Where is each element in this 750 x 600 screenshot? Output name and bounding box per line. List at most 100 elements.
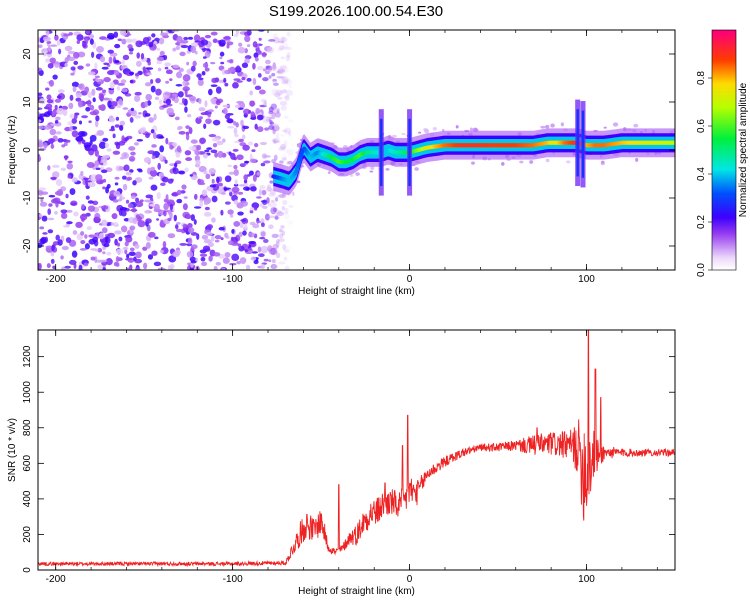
noise-blob (247, 141, 254, 146)
noise-blob (161, 176, 169, 183)
noise-blob (279, 145, 287, 149)
noise-blob (80, 239, 86, 245)
noise-blob (64, 265, 71, 269)
noise-blob (40, 236, 47, 244)
noise-blob (42, 36, 51, 42)
noise-blob (230, 152, 236, 160)
colorbar-label: Normalized spectral amplitude (738, 82, 749, 217)
colorbar-cell (712, 122, 736, 125)
noise-blob (204, 34, 212, 39)
noise-blob (78, 264, 83, 270)
colorbar-cell (712, 38, 736, 41)
noise-blob (84, 177, 88, 185)
noise-blob (249, 90, 253, 96)
noise-blob (91, 88, 96, 96)
noise-blob (252, 62, 256, 70)
noise-blob (47, 229, 54, 234)
noise-blob (279, 233, 284, 239)
noise-blob (278, 146, 286, 151)
colorbar: 0.0 0.2 0.4 0.6 0.8 Normalized spectral ampl… (696, 29, 749, 277)
noise-blob (283, 95, 290, 99)
noise-blob (252, 77, 257, 86)
noise-blob (151, 155, 156, 160)
colorbar-cell (712, 216, 736, 219)
noise-blob (60, 255, 64, 260)
noise-blob (190, 139, 198, 144)
noise-blob (243, 174, 248, 181)
colorbar-cell (712, 42, 736, 45)
colorbar-cell (712, 116, 736, 119)
noise-blob (114, 124, 120, 128)
noise-blob (268, 124, 275, 130)
noise-blob (288, 204, 294, 209)
noise-blob (186, 250, 194, 258)
noise-blob (70, 200, 78, 207)
noise-blob (208, 88, 213, 96)
colorbar-cell (712, 202, 736, 205)
noise-blob (128, 146, 136, 151)
noise-blob (271, 112, 276, 120)
noise-blob (184, 106, 188, 113)
noise-blob (276, 75, 284, 79)
noise-blob (100, 162, 104, 166)
noise-blob (277, 48, 284, 52)
noise-blob (159, 145, 165, 153)
noise-blob (232, 82, 239, 89)
noise-blob (126, 253, 130, 259)
noise-blob (108, 128, 116, 132)
colorbar-cell (712, 48, 736, 51)
noise-blob (210, 61, 216, 65)
noise-blob (150, 166, 156, 172)
noise-blob (243, 108, 251, 115)
noise-blob (107, 49, 114, 54)
noise-blob (47, 62, 54, 69)
noise-blob (101, 219, 108, 226)
noise-blob (209, 184, 216, 188)
colorbar-cell (712, 196, 736, 199)
noise-blob (285, 78, 292, 86)
noise-blob (221, 267, 226, 270)
noise-blob (165, 98, 172, 105)
snr-x-axis-label: Height of straight line (km) (298, 586, 415, 597)
noise-blob (235, 30, 240, 35)
noise-blob (227, 209, 234, 215)
noise-blob (174, 162, 178, 168)
colorbar-cell (712, 86, 736, 89)
noise-blob (264, 59, 271, 65)
colorbar-cell (712, 140, 736, 143)
noise-blob (180, 39, 189, 44)
noise-blob (102, 246, 106, 250)
noise-blob (151, 144, 157, 148)
noise-blob (256, 126, 264, 133)
noise-blob (114, 230, 122, 235)
noise-blob (237, 46, 246, 54)
noise-blob (60, 209, 68, 214)
noise-blob (283, 115, 289, 119)
noise-blob (266, 186, 272, 192)
noise-blob (240, 200, 248, 207)
ridge-speckle (501, 161, 505, 166)
noise-blob (262, 68, 267, 72)
noise-blob (122, 246, 129, 250)
noise-blob (148, 41, 154, 48)
noise-blob (103, 243, 110, 248)
noise-blob (109, 81, 115, 89)
noise-blob (47, 138, 56, 143)
noise-blob (105, 236, 109, 244)
spectrogram-x-axis-label: Height of straight line (km) (298, 286, 415, 297)
colorbar-cell (712, 76, 736, 79)
colorbar-cell (712, 262, 736, 265)
noise-blob (184, 150, 192, 156)
noise-blob (144, 100, 149, 108)
noise-blob (222, 104, 230, 108)
noise-blob (134, 177, 143, 183)
noise-blob (152, 131, 157, 140)
noise-blob (140, 52, 145, 60)
noise-blob (178, 67, 184, 73)
noise-blob (163, 210, 167, 217)
colorbar-cell (712, 112, 736, 115)
noise-blob (192, 60, 197, 67)
colorbar-cell (712, 44, 736, 47)
